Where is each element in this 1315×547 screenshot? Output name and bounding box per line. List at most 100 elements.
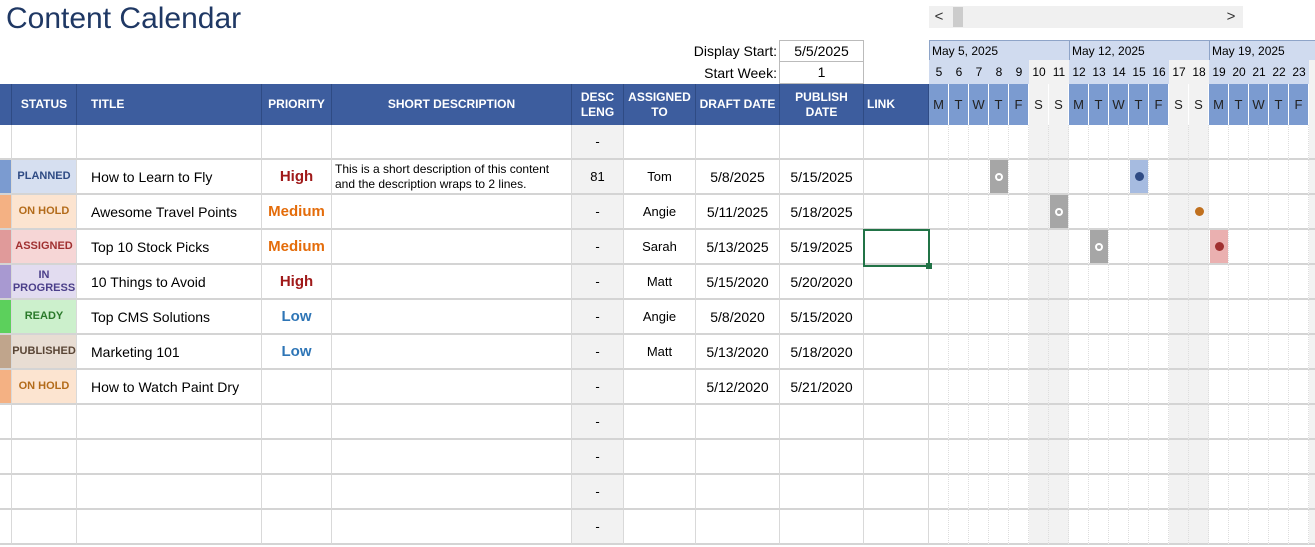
timeline-cell[interactable]	[1109, 265, 1129, 300]
priority-cell[interactable]: Medium	[262, 230, 332, 265]
timeline-cell[interactable]	[1129, 510, 1149, 545]
timeline-cell[interactable]	[1029, 440, 1049, 475]
timeline-cell[interactable]	[1009, 370, 1029, 405]
timeline-cell[interactable]	[1229, 160, 1249, 195]
timeline-cell[interactable]	[989, 440, 1009, 475]
timeline-cell[interactable]	[1289, 335, 1309, 370]
timeline-cell[interactable]	[1289, 405, 1309, 440]
assigned-to-cell[interactable]: Angie	[624, 300, 696, 335]
publish-date-cell[interactable]: 5/20/2020	[780, 265, 864, 300]
timeline-cell[interactable]	[1209, 510, 1229, 545]
timeline-cell[interactable]	[1009, 475, 1029, 510]
timeline-cell[interactable]	[1149, 370, 1169, 405]
timeline-cell[interactable]	[1069, 405, 1089, 440]
timeline-cell[interactable]	[929, 440, 949, 475]
timeline-cell[interactable]	[1149, 440, 1169, 475]
start-week-input[interactable]: 1	[779, 62, 864, 84]
short-description-cell[interactable]	[332, 265, 572, 300]
link-cell[interactable]	[864, 440, 929, 475]
priority-cell[interactable]	[262, 125, 332, 160]
timeline-cell[interactable]	[1209, 230, 1229, 265]
priority-cell[interactable]	[262, 440, 332, 475]
desc-length-cell[interactable]: -	[572, 230, 624, 265]
timeline-cell[interactable]	[1309, 440, 1315, 475]
short-description-cell[interactable]: This is a short description of this cont…	[332, 160, 572, 195]
timeline-cell[interactable]	[1249, 475, 1269, 510]
draft-date-cell[interactable]: 5/13/2020	[696, 335, 780, 370]
status-cell[interactable]: ON HOLD	[12, 370, 77, 405]
timeline-cell[interactable]	[1009, 195, 1029, 230]
timeline-cell[interactable]	[1289, 300, 1309, 335]
timeline-cell[interactable]	[1049, 335, 1069, 370]
timeline-cell[interactable]	[1289, 125, 1309, 160]
timeline-cell[interactable]	[1189, 440, 1209, 475]
timeline-cell[interactable]	[1269, 265, 1289, 300]
timeline-cell[interactable]	[1209, 475, 1229, 510]
timeline-cell[interactable]	[929, 370, 949, 405]
short-description-cell[interactable]	[332, 195, 572, 230]
timeline-cell[interactable]	[929, 265, 949, 300]
timeline-cell[interactable]	[1009, 230, 1029, 265]
timeline-cell[interactable]	[1069, 160, 1089, 195]
timeline-cell[interactable]	[1289, 475, 1309, 510]
link-cell[interactable]	[864, 160, 929, 195]
link-cell[interactable]	[864, 405, 929, 440]
link-cell[interactable]	[864, 195, 929, 230]
scroll-thumb[interactable]	[953, 7, 963, 27]
timeline-cell[interactable]	[1289, 195, 1309, 230]
timeline-cell[interactable]	[949, 440, 969, 475]
status-cell[interactable]: READY	[12, 300, 77, 335]
timeline-cell[interactable]	[1249, 265, 1269, 300]
timeline-cell[interactable]	[1269, 510, 1289, 545]
scroll-right-icon[interactable]: >	[1226, 8, 1236, 25]
timeline-cell[interactable]	[949, 300, 969, 335]
desc-length-cell[interactable]: -	[572, 125, 624, 160]
assigned-to-cell[interactable]	[624, 440, 696, 475]
title-cell[interactable]: Awesome Travel Points	[77, 195, 262, 230]
timeline-cell[interactable]	[1209, 195, 1229, 230]
status-cell[interactable]: ON HOLD	[12, 195, 77, 230]
short-description-cell[interactable]	[332, 230, 572, 265]
timeline-cell[interactable]	[989, 230, 1009, 265]
timeline-cell[interactable]	[1069, 440, 1089, 475]
title-cell[interactable]	[77, 440, 262, 475]
priority-cell[interactable]	[262, 475, 332, 510]
timeline-cell[interactable]	[1029, 510, 1049, 545]
timeline-cell[interactable]	[969, 160, 989, 195]
timeline-cell[interactable]	[989, 475, 1009, 510]
timeline-cell[interactable]	[1249, 195, 1269, 230]
timeline-cell[interactable]	[1069, 510, 1089, 545]
status-cell[interactable]: PLANNED	[12, 160, 77, 195]
timeline-cell[interactable]	[969, 195, 989, 230]
timeline-cell[interactable]	[1169, 440, 1189, 475]
timeline-cell[interactable]	[1209, 265, 1229, 300]
timeline-cell[interactable]	[1029, 475, 1049, 510]
draft-date-cell[interactable]	[696, 475, 780, 510]
timeline-cell[interactable]	[949, 335, 969, 370]
short-description-cell[interactable]	[332, 510, 572, 545]
timeline-cell[interactable]	[1049, 405, 1069, 440]
timeline-cell[interactable]	[989, 300, 1009, 335]
timeline-cell[interactable]	[1049, 440, 1069, 475]
desc-length-cell[interactable]: -	[572, 440, 624, 475]
priority-cell[interactable]: Low	[262, 335, 332, 370]
status-cell[interactable]	[12, 440, 77, 475]
publish-date-cell[interactable]	[780, 125, 864, 160]
timeline-cell[interactable]	[969, 265, 989, 300]
timeline-cell[interactable]	[1189, 405, 1209, 440]
scroll-left-icon[interactable]: <	[934, 8, 944, 25]
title-cell[interactable]: Top CMS Solutions	[77, 300, 262, 335]
timeline-cell[interactable]	[1009, 405, 1029, 440]
timeline-cell[interactable]	[1269, 160, 1289, 195]
timeline-cell[interactable]	[1049, 510, 1069, 545]
timeline-cell[interactable]	[1069, 475, 1089, 510]
priority-cell[interactable]: High	[262, 160, 332, 195]
timeline-cell[interactable]	[1109, 510, 1129, 545]
timeline-cell[interactable]	[1089, 475, 1109, 510]
fill-handle[interactable]	[926, 263, 932, 269]
timeline-cell[interactable]	[929, 230, 949, 265]
display-start-input[interactable]: 5/5/2025	[779, 40, 864, 62]
desc-length-cell[interactable]: -	[572, 370, 624, 405]
timeline-cell[interactable]	[1089, 300, 1109, 335]
timeline-cell[interactable]	[1289, 440, 1309, 475]
